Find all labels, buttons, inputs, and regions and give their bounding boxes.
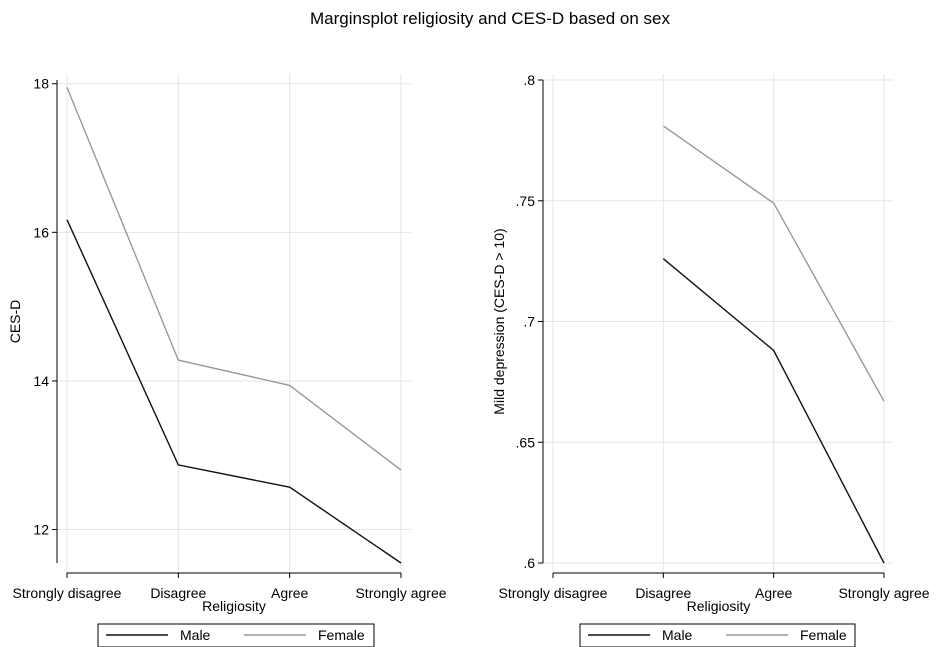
x-axis-title: Religiosity <box>202 598 266 614</box>
figure-title: Marginsplot religiosity and CES-D based … <box>310 9 671 28</box>
series-line-male <box>66 219 402 564</box>
chart-panel-ces-d: 12 14 16 18 Strongly disagree Disagree Agree St… <box>7 74 447 647</box>
y-tick-label: .75 <box>516 193 536 209</box>
chart-panel-mild-depression: .6 .65 .7 .75 .8 Strongly disagree Disagree Agr… <box>491 72 930 647</box>
x-axis-title: Religiosity <box>687 598 751 614</box>
y-tick-label: 16 <box>33 224 49 240</box>
x-tick-label: Strongly disagree <box>499 585 608 601</box>
legend: Male Female <box>97 623 375 647</box>
x-tick-label: Strongly disagree <box>13 585 122 601</box>
y-tick-label: .6 <box>523 555 535 571</box>
series-line-female <box>662 125 885 402</box>
legend-label-female: Female <box>318 627 365 643</box>
legend-label-male: Male <box>662 627 693 643</box>
legend-box <box>579 623 856 647</box>
x-tick-label: Strongly agree <box>838 585 929 601</box>
series-line-female <box>66 87 402 471</box>
x-tick-label: Disagree <box>635 585 691 601</box>
y-tick-label: 14 <box>33 373 49 389</box>
y-tick-label: .65 <box>516 434 536 450</box>
legend: Male Female <box>579 623 856 647</box>
x-tick-label: Agree <box>271 585 309 601</box>
legend-label-female: Female <box>800 627 847 643</box>
y-tick-label: 18 <box>33 76 49 92</box>
legend-box <box>97 623 375 647</box>
series-line-male <box>662 258 885 564</box>
x-tick-label: Disagree <box>150 585 206 601</box>
x-tick-label: Strongly agree <box>355 585 446 601</box>
y-tick-label: .7 <box>523 314 535 330</box>
y-tick-label: .8 <box>523 72 535 88</box>
x-tick-label: Agree <box>755 585 793 601</box>
legend-label-male: Male <box>180 627 211 643</box>
y-axis-title: Mild depression (CES-D > 10) <box>491 228 507 414</box>
y-axis-title: CES-D <box>7 300 23 344</box>
y-tick-label: 12 <box>33 522 49 538</box>
